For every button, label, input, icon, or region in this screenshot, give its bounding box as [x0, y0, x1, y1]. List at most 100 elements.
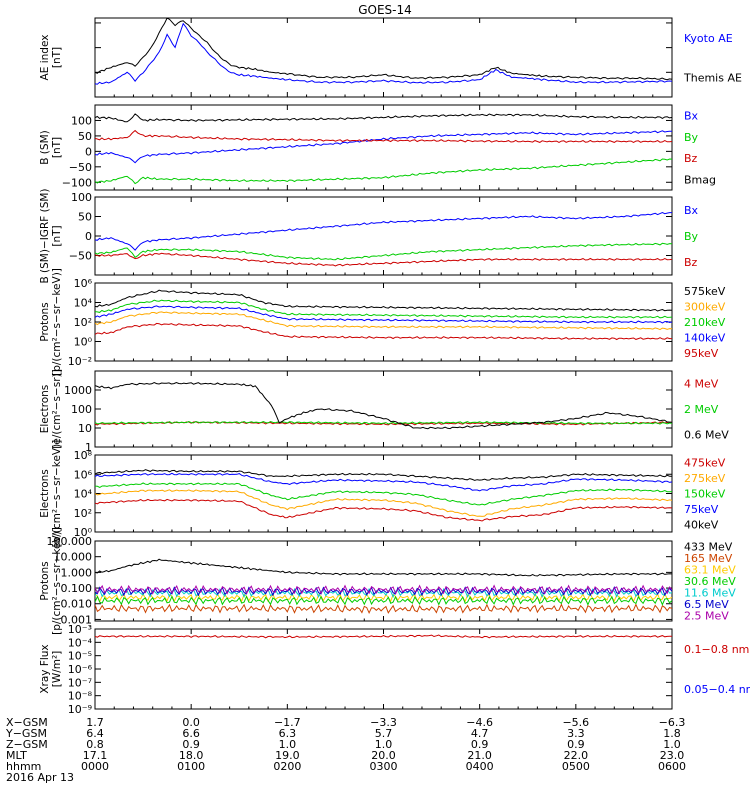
y-tick-label: 1: [85, 441, 92, 454]
y-tick-label: 10⁻⁹: [68, 703, 92, 716]
legend-entry: 2.5 MeV: [684, 609, 729, 622]
panel-frame: [94, 628, 673, 710]
x-row-value: 20.0: [371, 749, 396, 762]
x-row-value: 1.8: [663, 727, 681, 740]
y-axis-label: Xray Flux: [39, 644, 51, 693]
x-row-label: Z−GSM: [6, 738, 48, 751]
x-row-label: Y−GSM: [5, 727, 47, 740]
series-line: [95, 158, 672, 185]
legend-entry: 30.6 MeV: [684, 575, 736, 588]
legend-entry: 275keV: [684, 472, 726, 485]
y-axis-label: [e/(cm²−s−sr)]: [51, 369, 63, 448]
legend-entry: By: [684, 230, 699, 243]
y-tick-label: 10: [78, 422, 92, 435]
x-row-value: 6.3: [279, 727, 297, 740]
legend-entry: 4 MeV: [684, 378, 719, 391]
legend-entry: 433 MeV: [684, 541, 733, 554]
x-row-value: 18.0: [179, 749, 204, 762]
y-tick-label: 1.000: [61, 566, 93, 579]
legend-entry: 210keV: [684, 316, 726, 329]
y-axis-label: Electrons: [39, 385, 51, 434]
legend-entry: Kyoto AE: [684, 32, 733, 45]
y-tick-label: 0: [85, 145, 92, 158]
y-tick-label: 10⁶: [74, 468, 93, 481]
series-line: [95, 129, 672, 143]
y-tick-label: 100: [71, 403, 92, 416]
panel-5: 1 10 100 1000 Electrons [e/(cm²−s−sr)] 4 MeV 2 …: [39, 369, 729, 454]
legend-entry: 11.6 MeV: [684, 586, 736, 599]
series-line: [95, 472, 672, 492]
y-tick-label: 10²: [74, 316, 92, 329]
y-axis-label: B (SM)−IGRF (SM): [39, 188, 51, 283]
y-tick-label: 50: [78, 211, 92, 224]
y-axis-label: AE index: [39, 35, 51, 81]
legend-entry: 40keV: [684, 518, 719, 531]
x-row-value: −1.7: [274, 716, 301, 729]
x-row-value: 23.0: [660, 749, 685, 762]
y-tick-label: 10⁻²: [68, 355, 92, 368]
series-line: [95, 489, 672, 517]
legend-entry: 0.6 MeV: [684, 428, 729, 441]
y-tick-label: 10⁻⁶: [68, 663, 93, 676]
legend-entry: Bz: [684, 152, 698, 165]
y-tick-label: 10⁴: [74, 488, 93, 501]
legend-entry: 0.1−0.8 nm: [684, 643, 749, 656]
y-tick-label: 10⁻⁸: [68, 690, 93, 703]
series-line: [95, 242, 672, 261]
y-tick-label: 10⁸: [74, 449, 93, 462]
y-tick-label: 10⁴: [74, 297, 93, 310]
y-axis-label: [e/(cm²−s−sr−keV)]: [51, 440, 63, 548]
y-tick-label: 0.010: [61, 598, 93, 611]
x-row-value: 0200: [273, 760, 301, 773]
legend-entry: Themis AE: [683, 71, 742, 84]
x-row-value: 1.7: [86, 716, 104, 729]
series-line: [95, 603, 672, 614]
x-row-label: X−GSM: [6, 716, 48, 729]
series-line: [95, 305, 672, 324]
x-row-value: 22.0: [564, 749, 589, 762]
series-line: [95, 289, 672, 312]
y-tick-label: −50: [69, 250, 92, 263]
series-line: [95, 482, 672, 506]
y-axis-label: Protons: [39, 561, 51, 600]
panel-8: 10⁻⁹10⁻⁸10⁻⁷10⁻⁶10⁻⁵10⁻⁴10⁻³ Xray Flux [W/…: [39, 623, 750, 716]
legend-entry: Bx: [684, 110, 699, 123]
legend-entry: 2 MeV: [684, 403, 719, 416]
legend-entry: Bz: [684, 256, 698, 269]
x-row-value: 0.8: [86, 738, 104, 751]
y-tick-label: 100: [71, 114, 92, 127]
legend-entry: Bmag: [684, 173, 716, 186]
legend-entry: 6.5 MeV: [684, 598, 729, 611]
x-row-value: 0600: [658, 760, 686, 773]
panel-2: −100 −50 0 50 100 B (SM) [nT] Bx By Bz Bmag: [39, 104, 716, 191]
figure-title: GOES-14: [358, 3, 412, 17]
y-axis-label: [p/(cm²−s−sr−keV)]: [51, 268, 63, 376]
x-row-value: 3.3: [567, 727, 585, 740]
x-row-value: −4.6: [466, 716, 493, 729]
y-tick-label: 100: [71, 191, 92, 204]
panel-7: 0.001 0.010 0.100 1.000 10.000 100.000 Protons…: [39, 527, 736, 635]
series-line: [95, 212, 672, 251]
panel-frame: [94, 370, 673, 448]
panel-4: 10⁻² 10⁰ 10² 10⁴ 10⁶ Protons [p/(cm²−s−sr−keV)…: [39, 268, 726, 376]
x-row-value: 21.0: [467, 749, 492, 762]
y-tick-label: 10²: [74, 507, 92, 520]
series-line: [95, 584, 672, 595]
series-line: [95, 322, 672, 341]
y-axis-label: [W/m²]: [51, 651, 63, 688]
x-row-value: −3.3: [370, 716, 397, 729]
x-row-value: 6.4: [86, 727, 104, 740]
legend-entry: 475keV: [684, 457, 726, 470]
legend-entry: By: [684, 131, 699, 144]
legend-entry: 165 MeV: [684, 552, 733, 565]
x-row-value: 0.9: [567, 738, 585, 751]
panel-1: AE index [nT] Kyoto AE Themis AE: [39, 17, 742, 98]
y-tick-label: 10.000: [54, 551, 93, 564]
x-row-value: 1.0: [375, 738, 393, 751]
x-row-value: 0.0: [182, 716, 200, 729]
legend-entry: 63.1 MeV: [684, 564, 736, 577]
legend-entry: 575keV: [684, 285, 726, 298]
panel-6: 10⁰ 10² 10⁴ 10⁶ 10⁸ Electrons [e/(cm²−s−sr−keV…: [39, 440, 726, 548]
